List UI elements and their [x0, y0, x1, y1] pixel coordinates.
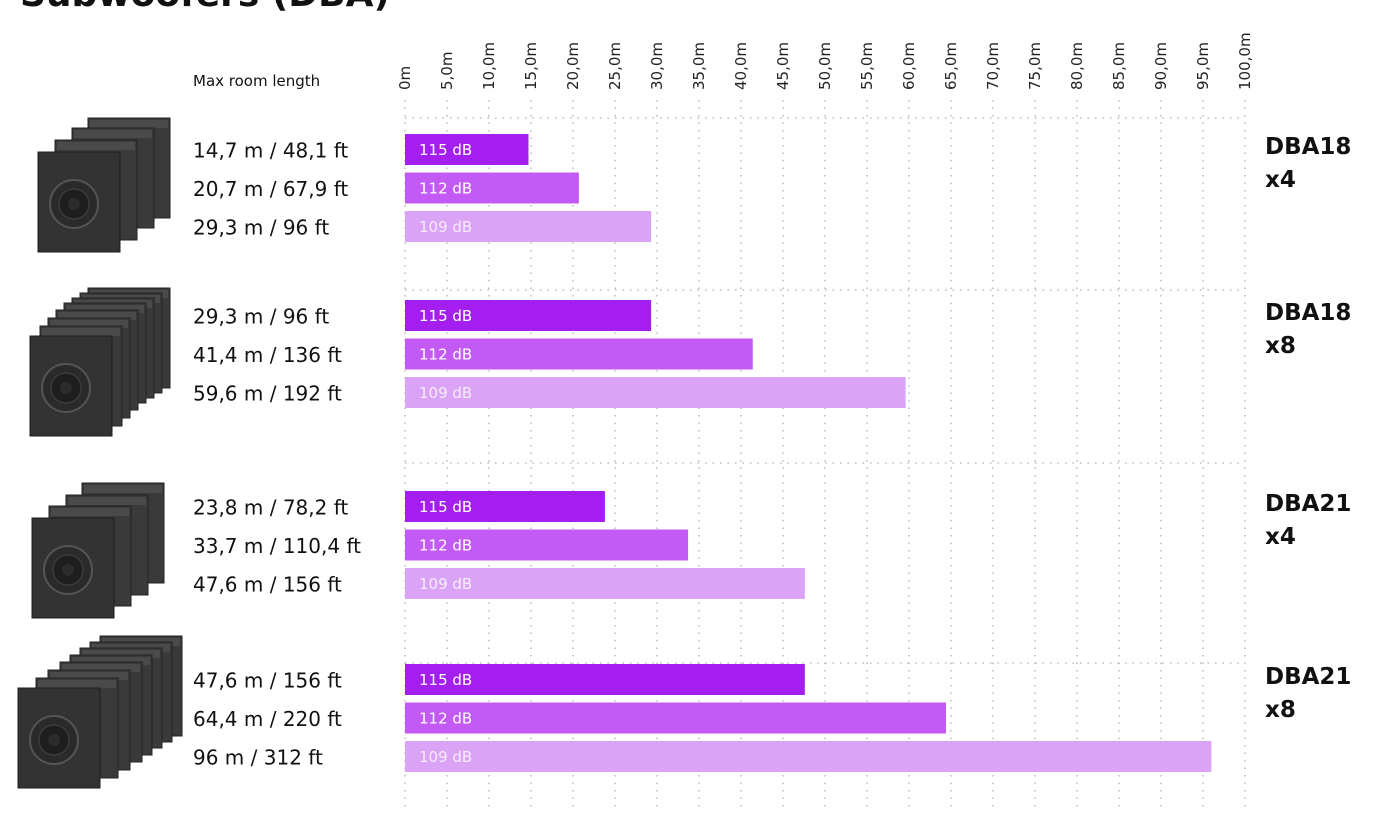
chart-title: Subwoofers (DBA)	[20, 0, 390, 15]
x-tick-label: 100,0m	[1236, 32, 1254, 90]
bar	[405, 664, 805, 695]
group-label: DBA18	[1265, 300, 1351, 326]
group-label: x8	[1265, 697, 1296, 723]
value-label: 23,8 m / 78,2 ft	[193, 496, 348, 520]
value-label: 96 m / 312 ft	[193, 746, 323, 770]
x-tick-label: 20,0m	[564, 42, 582, 90]
series-label: 109 dB	[419, 748, 472, 766]
x-tick-label: 15,0m	[522, 42, 540, 90]
value-label: 47,6 m / 156 ft	[193, 573, 342, 597]
x-tick-label: 45,0m	[774, 42, 792, 90]
value-label: 33,7 m / 110,4 ft	[193, 534, 361, 558]
bar	[405, 741, 1212, 772]
series-label: 112 dB	[419, 710, 472, 728]
bar	[405, 172, 579, 204]
x-tick-label: 35,0m	[690, 42, 708, 90]
x-tick-label: 10,0m	[480, 42, 498, 90]
x-tick-label: 85,0m	[1110, 42, 1128, 90]
bar	[405, 702, 946, 734]
value-label: 41,4 m / 136 ft	[193, 343, 342, 367]
group-label: x8	[1265, 333, 1296, 359]
value-label: 64,4 m / 220 ft	[193, 707, 342, 731]
series-label: 115 dB	[419, 671, 472, 689]
series-label: 115 dB	[419, 141, 472, 159]
bar	[405, 377, 906, 408]
value-label: 14,7 m / 48,1 ft	[193, 139, 348, 163]
x-tick-label: 40,0m	[732, 42, 750, 90]
bar	[405, 529, 689, 561]
speaker-image	[37, 117, 171, 253]
series-label: 112 dB	[419, 346, 472, 364]
value-header: Max room length	[193, 72, 320, 90]
group-label: DBA18	[1265, 134, 1351, 160]
x-tick-label: 80,0m	[1068, 42, 1086, 90]
speaker-image	[29, 287, 171, 437]
series-label: 109 dB	[419, 575, 472, 593]
value-label: 59,6 m / 192 ft	[193, 382, 342, 406]
x-tick-label: 30,0m	[648, 42, 666, 90]
x-tick-label: 95,0m	[1194, 42, 1212, 90]
x-tick-label: 0m	[396, 66, 414, 90]
x-tick-label: 60,0m	[900, 42, 918, 90]
series-label: 115 dB	[419, 498, 472, 516]
x-tick-label: 5,0m	[438, 52, 456, 90]
series-label: 112 dB	[419, 180, 472, 198]
x-tick-label: 50,0m	[816, 42, 834, 90]
series-label: 109 dB	[419, 218, 472, 236]
series-label: 109 dB	[419, 384, 472, 402]
x-tick-label: 55,0m	[858, 42, 876, 90]
value-label: 20,7 m / 67,9 ft	[193, 177, 348, 201]
bar	[405, 134, 529, 165]
x-tick-label: 65,0m	[942, 42, 960, 90]
group-label: DBA21	[1265, 664, 1351, 690]
bar	[405, 568, 805, 599]
x-tick-label: 25,0m	[606, 42, 624, 90]
bar	[405, 211, 652, 242]
series-label: 115 dB	[419, 307, 472, 325]
value-label: 29,3 m / 96 ft	[193, 305, 329, 329]
x-tick-label: 90,0m	[1152, 42, 1170, 90]
x-tick-label: 75,0m	[1026, 42, 1044, 90]
group-label: x4	[1265, 524, 1296, 550]
speaker-image	[17, 635, 183, 789]
bar	[405, 491, 605, 522]
bar	[405, 300, 652, 331]
value-label: 29,3 m / 96 ft	[193, 216, 329, 240]
speaker-image	[31, 482, 165, 619]
series-label: 112 dB	[419, 537, 472, 555]
x-tick-label: 70,0m	[984, 42, 1002, 90]
value-label: 47,6 m / 156 ft	[193, 669, 342, 693]
group-label: x4	[1265, 167, 1296, 193]
group-label: DBA21	[1265, 491, 1351, 517]
bar	[405, 338, 753, 370]
